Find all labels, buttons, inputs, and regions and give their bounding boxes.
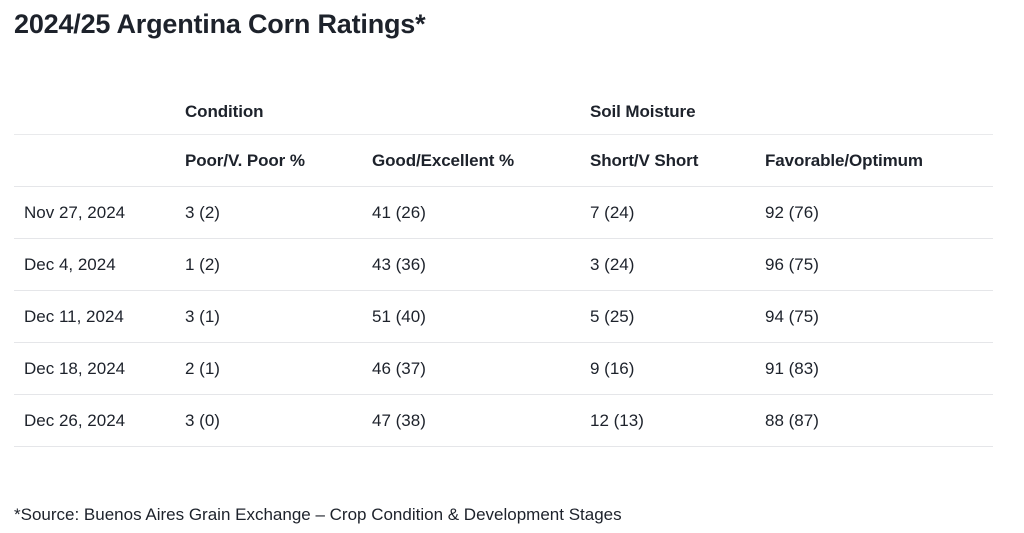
cell-poor-vpoor: 3 (2) — [185, 186, 372, 239]
table-row: Nov 27, 2024 3 (2) 41 (26) 7 (24) 92 (76… — [14, 186, 993, 239]
cell-poor-vpoor: 3 (1) — [185, 290, 372, 343]
table-row: Dec 11, 2024 3 (1) 51 (40) 5 (25) 94 (75… — [14, 290, 993, 343]
cell-short-vshort: 3 (24) — [590, 238, 765, 291]
cell-short-vshort: 9 (16) — [590, 342, 765, 395]
cell-good-excellent: 47 (38) — [372, 394, 590, 447]
table-row: Dec 4, 2024 1 (2) 43 (36) 3 (24) 96 (75) — [14, 238, 993, 291]
cell-short-vshort: 12 (13) — [590, 394, 765, 447]
cell-date: Dec 18, 2024 — [14, 342, 185, 395]
cell-favorable-optimum: 88 (87) — [765, 394, 993, 447]
source-footnote: *Source: Buenos Aires Grain Exchange – C… — [14, 505, 622, 524]
group-header-condition: Condition — [185, 102, 264, 121]
cell-short-vshort: 5 (25) — [590, 290, 765, 343]
cell-favorable-optimum: 91 (83) — [765, 342, 993, 395]
cell-favorable-optimum: 96 (75) — [765, 238, 993, 291]
table-header: Condition Soil Moisture Poor/V. Poor % G… — [14, 90, 993, 187]
cell-date: Dec 26, 2024 — [14, 394, 185, 447]
column-header-good-excellent: Good/Excellent % — [372, 134, 590, 187]
group-header-soil-moisture: Soil Moisture — [590, 102, 696, 121]
cell-favorable-optimum: 94 (75) — [765, 290, 993, 343]
column-header-row: Poor/V. Poor % Good/Excellent % Short/V … — [14, 134, 993, 187]
cell-poor-vpoor: 3 (0) — [185, 394, 372, 447]
cell-good-excellent: 51 (40) — [372, 290, 590, 343]
column-header-short-vshort: Short/V Short — [590, 134, 765, 187]
cell-poor-vpoor: 1 (2) — [185, 238, 372, 291]
cell-short-vshort: 7 (24) — [590, 186, 765, 239]
cell-good-excellent: 46 (37) — [372, 342, 590, 395]
cell-date: Dec 11, 2024 — [14, 290, 185, 343]
cell-good-excellent: 43 (36) — [372, 238, 590, 291]
corn-ratings-table: Condition Soil Moisture Poor/V. Poor % G… — [14, 90, 993, 447]
page-title: 2024/25 Argentina Corn Ratings* — [14, 9, 426, 39]
column-header-date — [14, 134, 185, 187]
cell-date: Nov 27, 2024 — [14, 186, 185, 239]
column-group-row: Condition Soil Moisture — [14, 90, 993, 135]
column-header-favorable-optimum: Favorable/Optimum — [765, 134, 993, 187]
column-header-poor-vpoor: Poor/V. Poor % — [185, 134, 372, 187]
cell-date: Dec 4, 2024 — [14, 238, 185, 291]
group-header-empty — [14, 90, 185, 135]
cell-good-excellent: 41 (26) — [372, 186, 590, 239]
table-row: Dec 18, 2024 2 (1) 46 (37) 9 (16) 91 (83… — [14, 342, 993, 395]
cell-poor-vpoor: 2 (1) — [185, 342, 372, 395]
cell-favorable-optimum: 92 (76) — [765, 186, 993, 239]
table-body: Nov 27, 2024 3 (2) 41 (26) 7 (24) 92 (76… — [14, 186, 993, 447]
table-row: Dec 26, 2024 3 (0) 47 (38) 12 (13) 88 (8… — [14, 394, 993, 447]
